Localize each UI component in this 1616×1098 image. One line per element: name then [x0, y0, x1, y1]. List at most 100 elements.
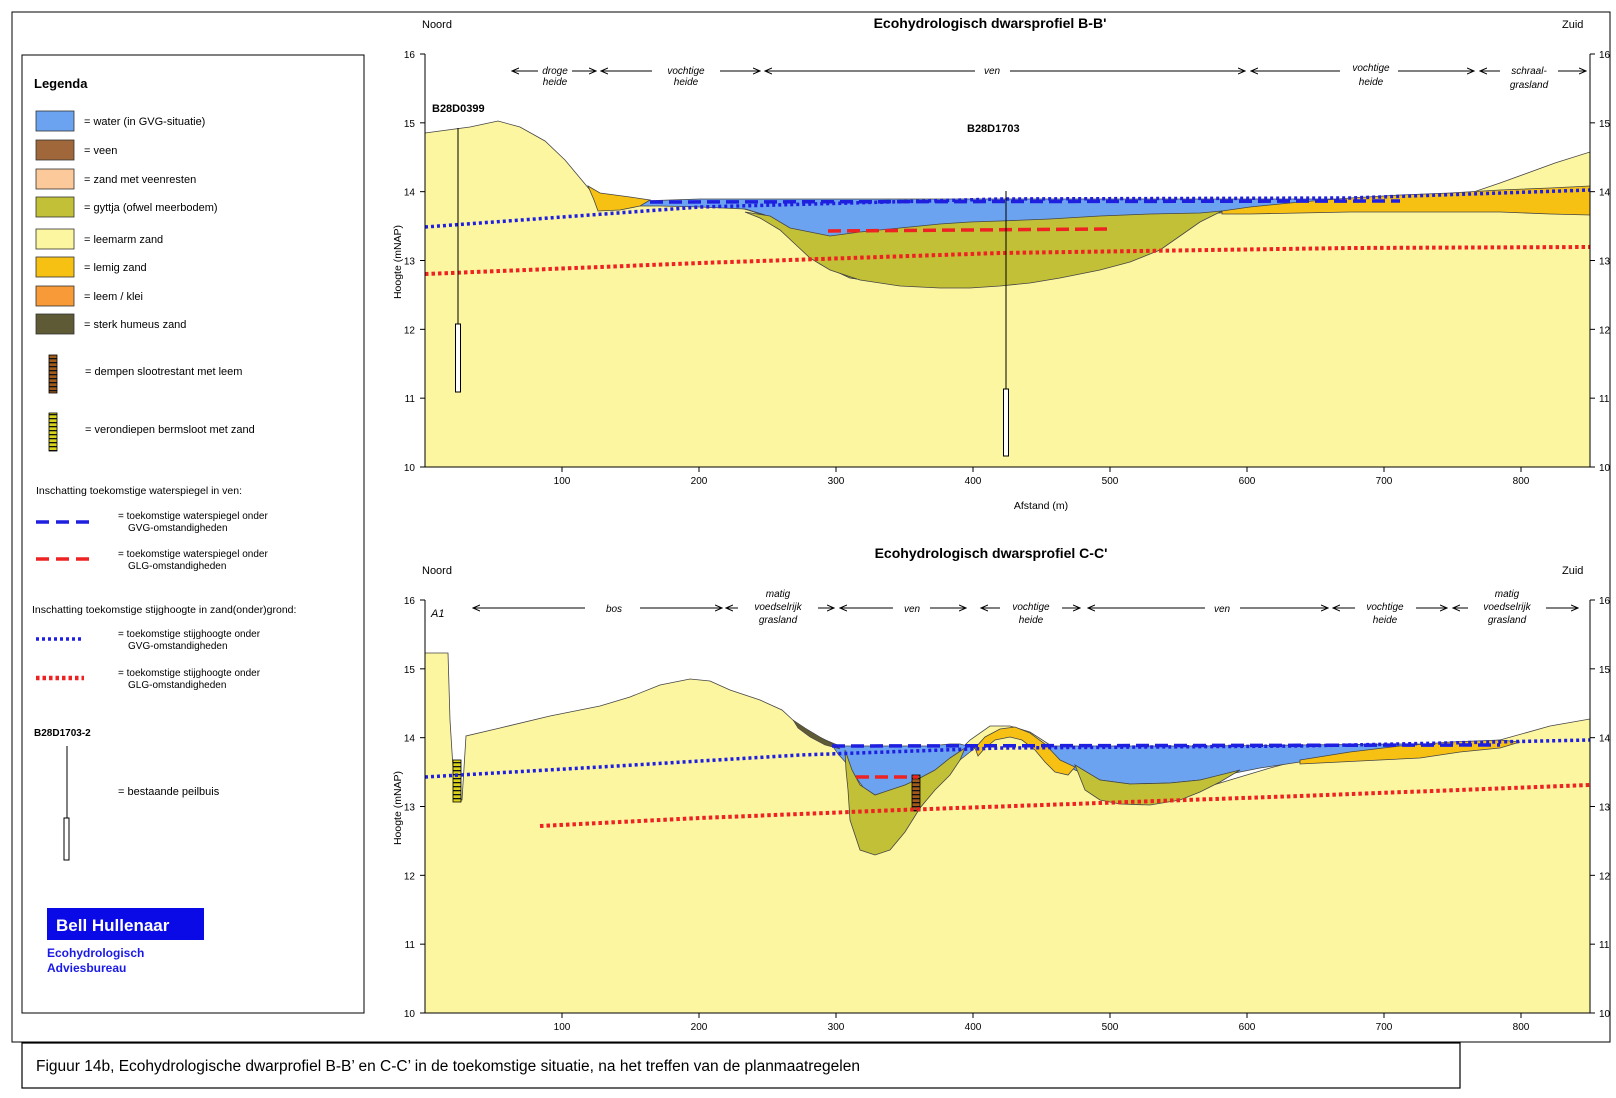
profile_cc-ytick-label-12: 12: [404, 871, 416, 882]
legend-label-2: = veen: [84, 145, 117, 157]
legend-head-gvg: = toekomstige stijghoogte onder GVG-omst…: [36, 629, 261, 652]
cc-zone-3: ven: [904, 604, 921, 615]
cc-zone-7-l1: voedselrijk: [1483, 602, 1531, 613]
bb-lemig-zand-north: [587, 185, 652, 212]
legend-item-5: = leemarm zand: [35, 228, 163, 250]
legend-swatch-7: [35, 285, 75, 307]
legend-swatch-1: [35, 110, 75, 132]
cc-zone-4-l1: vochtige: [1012, 602, 1050, 613]
legend-label-6: = lemig zand: [84, 262, 147, 274]
bb-well-1-label: B28D0399: [432, 103, 485, 115]
legend-item-7: = leem / klei: [35, 285, 143, 307]
profile_cc-ytick-label-13: 13: [404, 803, 416, 814]
legend-label-7: = leem / klei: [84, 291, 143, 303]
profile_bb-xtick-label-800: 800: [1513, 476, 1530, 487]
logo-text: Bell Hullenaar: [56, 916, 170, 935]
legend-waterlevel-gvg-l2: GVG-omstandigheden: [128, 523, 228, 534]
profile_cc-ytick-label-14: 14: [404, 734, 416, 745]
profile_cc-ytick-label-16: 16: [404, 596, 416, 607]
profile_bb-ytick-label-14: 14: [404, 188, 416, 199]
profile-cc-title: Ecohydrologisch dwarsprofiel C-C': [875, 545, 1108, 561]
legend-peilbuis-label: = bestaande peilbuis: [118, 786, 220, 798]
profile_bb-ytick-right-label-14: 14: [1599, 188, 1611, 199]
legend-measure-2-label: = verondiepen bermsloot met zand: [85, 424, 255, 436]
cc-zone-7-l0: matig: [1495, 589, 1520, 600]
legend-head-glg: = toekomstige stijghoogte onder GLG-omst…: [36, 668, 261, 691]
cc-ditch-fill: [452, 759, 462, 803]
legend-item-4: = gyttja (ofwel meerbodem): [35, 196, 218, 218]
legend-measure-1: = dempen slootrestant met leem: [48, 354, 242, 394]
legend-label-3: = zand met veenresten: [84, 174, 196, 186]
bb-well-1: B28D0399: [432, 103, 485, 393]
bb-zone-1-l2: heide: [543, 77, 568, 88]
profile_bb-ytick-right-label-10: 10: [1599, 463, 1611, 474]
bb-xlabel: Afstand (m): [1014, 500, 1068, 512]
bb-ylabel: Hoogte (mNAP): [392, 225, 404, 299]
profile_cc-xtick-label-600: 600: [1239, 1022, 1256, 1033]
profile_cc-ytick-right-label-11: 11: [1599, 940, 1610, 951]
legend-waterlevel-glg-l2: GLG-omstandigheden: [128, 561, 226, 572]
profile_cc-ytick-label-11: 11: [405, 940, 416, 951]
bb-waterlevel-gvg: [649, 199, 1401, 204]
cc-waterlevel-gvg: [831, 743, 1501, 748]
legend-head-gvg-l1: = toekomstige stijghoogte onder: [118, 629, 261, 640]
legend-measure-1-label: = dempen slootrestant met leem: [85, 366, 242, 378]
legend-item-6: = lemig zand: [35, 256, 147, 278]
cc-zone-1: bos: [606, 604, 622, 615]
profile_cc-xtick-label-500: 500: [1102, 1022, 1119, 1033]
profile-bb-north: Noord: [422, 19, 452, 31]
profile_cc-xtick-label-800: 800: [1513, 1022, 1530, 1033]
profile_bb-xtick-label-700: 700: [1376, 476, 1393, 487]
profile-cc-north: Noord: [422, 565, 452, 577]
cc-zone-6-l2: heide: [1373, 615, 1398, 626]
cc-zone-4-l2: heide: [1019, 615, 1044, 626]
bb-well-2: B28D1703: [967, 123, 1020, 457]
bb-well-2-label: B28D1703: [967, 123, 1020, 135]
bb-zone-2-l2: heide: [674, 77, 699, 88]
legend-section-2-heading: Inschatting toekomstige stijghoogte in z…: [32, 604, 296, 616]
profile_bb-ytick-right-label-13: 13: [1599, 257, 1611, 268]
bb-zone-2-l1: vochtige: [667, 66, 705, 77]
cc-zone-6-l1: vochtige: [1366, 602, 1404, 613]
bb-zone-1-l1: droge: [542, 66, 568, 77]
legend-box: [21, 54, 365, 1014]
profile_cc-xtick-label-700: 700: [1376, 1022, 1393, 1033]
cc-axes: Hoogte (mNAP) 16 15 14 13 12 11 10 16 15 14 13 12 11…: [392, 596, 1611, 1033]
cc-humeus-zand: [792, 719, 841, 750]
profile_cc-xtick-label-400: 400: [965, 1022, 982, 1033]
legend-waterlevel-glg-l1: = toekomstige waterspiegel onder: [118, 549, 268, 560]
legend-item-3: = zand met veenresten: [35, 168, 196, 190]
legend: Legenda = water (in GVG-situatie) = veen =…: [21, 54, 365, 1014]
bb-zone-5-l1: schraal-: [1511, 66, 1547, 77]
legend-title: Legenda: [34, 76, 88, 91]
profile-cc-south: Zuid: [1562, 565, 1583, 577]
legend-peilbuis-id: B28D1703-2: [34, 728, 91, 739]
legend-head-glg-l2: GLG-omstandigheden: [128, 680, 226, 691]
profile_bb-ytick-label-13: 13: [404, 257, 416, 268]
legend-swatch-2: [35, 139, 75, 161]
cc-ylabel: Hoogte (mNAP): [392, 771, 404, 845]
cc-sloot-fill: [911, 774, 921, 812]
profile_cc-ytick-right-label-15: 15: [1599, 665, 1611, 676]
legend-measure-2: = verondiepen bermsloot met zand: [48, 412, 255, 452]
caption-box: [21, 1042, 1461, 1089]
cc-zone-2-l2: grasland: [759, 615, 798, 626]
firm-line-1: Ecohydrologisch: [47, 946, 144, 960]
legend-item-2: = veen: [35, 139, 117, 161]
legend-waterlevel-gvg: = toekomstige waterspiegel onder GVG-oms…: [36, 511, 268, 534]
bb-zone-4-l1: vochtige: [1352, 63, 1390, 74]
cc-zone-2-l1: voedselrijk: [754, 602, 802, 613]
profile_bb-ytick-right-label-16: 16: [1599, 50, 1611, 61]
bb-zone-3-l1: ven: [984, 66, 1001, 77]
legend-swatch-4: [35, 196, 75, 218]
cc-gyttja-west: [844, 746, 966, 856]
profile-bb-title: Ecohydrologisch dwarsprofiel B-B': [874, 15, 1107, 31]
legend-label-4: = gyttja (ofwel meerbodem): [84, 202, 218, 214]
legend-waterlevel-glg: = toekomstige waterspiegel onder GLG-oms…: [36, 549, 268, 572]
cc-zone-2-l0: matig: [766, 589, 791, 600]
profile_cc-ytick-right-label-12: 12: [1599, 871, 1611, 882]
profile_bb-ytick-right-label-15: 15: [1599, 119, 1611, 130]
profile_bb-ytick-label-15: 15: [404, 119, 416, 130]
profile_cc-ytick-label-10: 10: [404, 1009, 416, 1020]
profile_bb-xtick-label-200: 200: [691, 476, 708, 487]
